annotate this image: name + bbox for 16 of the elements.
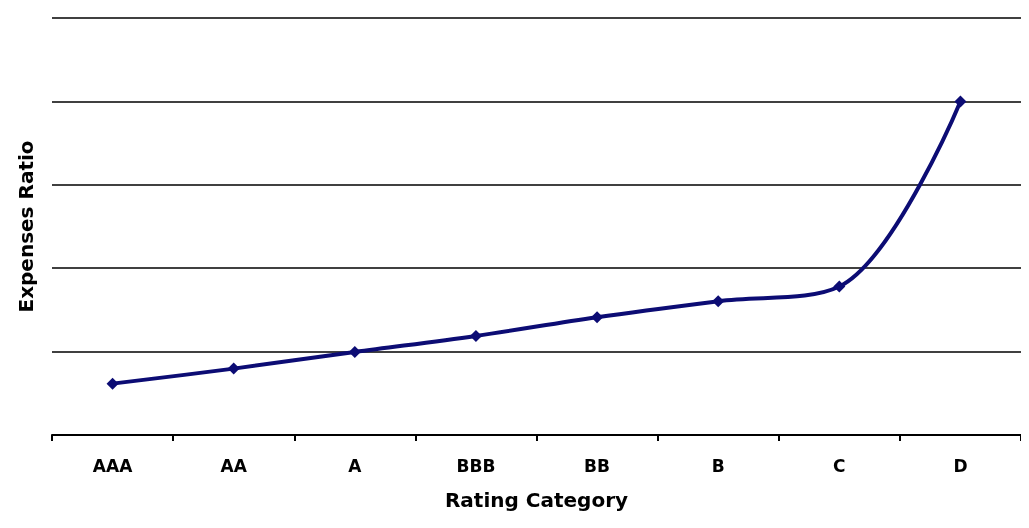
point xyxy=(833,280,846,293)
point xyxy=(954,95,967,108)
x-tick-label: AAA xyxy=(92,455,134,476)
x-tick-label: B xyxy=(711,455,725,476)
point xyxy=(712,295,725,308)
x-tick-label: AA xyxy=(220,455,248,476)
point xyxy=(591,311,604,324)
x-tick-label: D xyxy=(953,455,968,476)
x-tick-label: BB xyxy=(584,455,611,476)
x-tick-label: C xyxy=(833,455,846,476)
point xyxy=(106,377,119,390)
y-axis-title: Expenses Ratio xyxy=(14,140,38,313)
x-tick-label: A xyxy=(348,455,363,476)
x-axis-title: Rating Category xyxy=(444,488,629,512)
x-tick-label: BBB xyxy=(456,455,496,476)
point xyxy=(227,362,240,375)
